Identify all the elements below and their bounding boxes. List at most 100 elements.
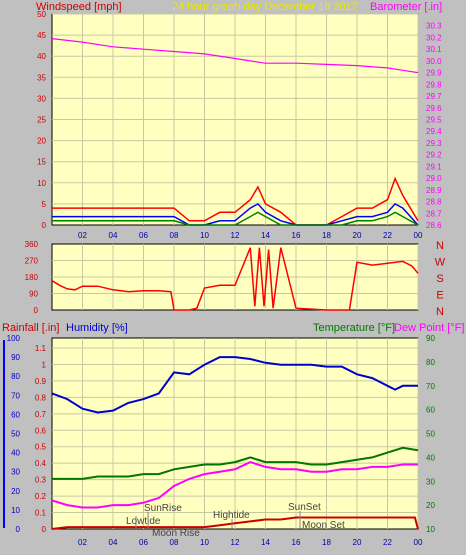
series-windspeed-mph- [52, 176, 419, 226]
direction-tick-label: 90 [29, 290, 38, 299]
temperature-tick-label: 20 [426, 501, 435, 510]
series-temperature-f- [52, 446, 419, 480]
time-tick-label: 14 [261, 231, 270, 240]
humidity-tick-label: 10 [11, 506, 20, 515]
rainfall-tick-label: 0.7 [35, 410, 47, 419]
humidity-tick-label: 40 [11, 449, 20, 458]
windspeed-tick-label: 5 [42, 200, 47, 209]
dewpoint-axis-label: Dew Point [°F] [394, 322, 464, 334]
rainfall-tick-label: 0.2 [35, 492, 47, 501]
windspeed-tick-label: 40 [37, 52, 46, 61]
humidity-tick-label: 30 [11, 468, 20, 477]
series-dew-point-f- [51, 461, 418, 509]
barometer-tick-label: 29.1 [426, 162, 442, 171]
windspeed-tick-label: 10 [37, 179, 46, 188]
graph-title: 24 hour graph day December 18 2017 [172, 1, 358, 13]
barometer-tick-label: 28.8 [426, 198, 442, 207]
barometer-tick-label: 28.6 [426, 221, 442, 230]
windspeed-axis-ticks: 0 5 10 15 20 25 30 35 40 45 50 [37, 10, 46, 230]
time-tick-label: 16 [292, 538, 301, 547]
time-tick-label: 16 [292, 231, 301, 240]
barometer-tick-label: 29.7 [426, 92, 442, 101]
barometer-axis-label: Barometer [.in] [370, 1, 442, 13]
barometer-tick-label: 30.1 [426, 45, 442, 54]
time-tick-label: 18 [322, 538, 331, 547]
time-tick-label: 12 [231, 231, 240, 240]
barometer-tick-label: 30.2 [426, 33, 442, 42]
barometer-tick-label: 29.5 [426, 116, 442, 125]
humidity-axis-label: Humidity [%] [66, 322, 128, 334]
rainfall-tick-label: 0.9 [35, 377, 47, 386]
time-tick-label: 04 [109, 538, 118, 547]
series-wind-direction [51, 247, 419, 311]
time-tick-label: 22 [383, 538, 392, 547]
sunset-annotation: SunSet [288, 502, 321, 513]
rainfall-tick-label: 0.4 [35, 459, 47, 468]
rainfall-tick-label: 0 [42, 525, 47, 534]
compass-label: N [436, 240, 444, 252]
windspeed-tick-label: 20 [37, 137, 46, 146]
humidity-tick-label: 0 [16, 525, 21, 534]
wind-direction-axis-ticks: 0 90 180 270 360 [25, 240, 39, 315]
rainfall-tick-label: 0.6 [35, 426, 47, 435]
moonset-annotation: Moon Set [302, 520, 345, 531]
rainfall-tick-label: 0.1 [35, 509, 47, 518]
series-barometer-in- [51, 38, 419, 74]
barometer-tick-label: 29.8 [426, 80, 442, 89]
barometer-tick-label: 29.9 [426, 69, 442, 78]
series-humidity- [51, 356, 418, 414]
barometer-tick-label: 29.2 [426, 151, 442, 160]
humidity-temperature-grid [52, 338, 419, 529]
humidity-axis-ticks: 0 10 20 30 40 50 60 70 80 90 100 [7, 334, 21, 534]
wind-barometer-series [51, 38, 419, 226]
wind-direction-series [51, 247, 419, 311]
compass-label: E [436, 290, 443, 302]
humidity-tick-label: 80 [11, 372, 20, 381]
barometer-tick-label: 29.3 [426, 139, 442, 148]
time-tick-label: 20 [353, 538, 362, 547]
compass-label: W [435, 257, 446, 269]
direction-tick-label: 0 [34, 306, 39, 315]
temperature-tick-label: 70 [426, 382, 435, 391]
humidity-tick-label: 70 [11, 391, 20, 400]
humidity-temperature-series [51, 356, 419, 530]
temperature-tick-label: 30 [426, 477, 435, 486]
humidity-tick-label: 90 [11, 353, 20, 362]
humidity-tick-label: 100 [7, 334, 21, 343]
windspeed-tick-label: 0 [42, 221, 47, 230]
temperature-axis-ticks: 10 20 30 40 50 60 70 80 90 [426, 334, 435, 534]
direction-tick-label: 180 [25, 273, 39, 282]
time-tick-label: 10 [200, 538, 209, 547]
windspeed-tick-label: 50 [37, 10, 46, 19]
temperature-tick-label: 40 [426, 453, 435, 462]
time-tick-label: 18 [322, 231, 331, 240]
moonrise-annotation: Moon Rise [152, 528, 200, 539]
windspeed-tick-label: 35 [37, 73, 46, 82]
time-tick-label: 00 [414, 231, 423, 240]
temperature-tick-label: 50 [426, 430, 435, 439]
rainfall-tick-label: 0.5 [35, 443, 47, 452]
humidity-tick-label: 50 [11, 430, 20, 439]
time-tick-label: 06 [139, 538, 148, 547]
series-average [52, 211, 419, 226]
time-tick-label: 06 [139, 231, 148, 240]
wind-direction-grid [52, 244, 419, 310]
humidity-tick-label: 60 [11, 410, 20, 419]
time-tick-label: 00 [414, 538, 423, 547]
rainfall-axis-label: Rainfall [.in] [2, 322, 59, 334]
time-tick-label: 20 [353, 231, 362, 240]
time-tick-label: 22 [383, 231, 392, 240]
top-time-axis-ticks: 02 04 06 08 10 12 14 16 18 20 22 00 [78, 231, 423, 240]
barometer-tick-label: 30.0 [426, 57, 442, 66]
compass-label: N [436, 306, 444, 318]
rainfall-tick-label: 0.8 [35, 393, 47, 402]
humidity-tick-label: 20 [11, 487, 20, 496]
time-tick-label: 08 [170, 231, 179, 240]
time-tick-label: 02 [78, 538, 87, 547]
time-tick-label: 12 [231, 538, 240, 547]
sunrise-annotation: SunRise [144, 503, 182, 514]
temperature-tick-label: 10 [426, 525, 435, 534]
wind-barometer-grid [52, 13, 419, 225]
direction-tick-label: 360 [25, 240, 39, 249]
